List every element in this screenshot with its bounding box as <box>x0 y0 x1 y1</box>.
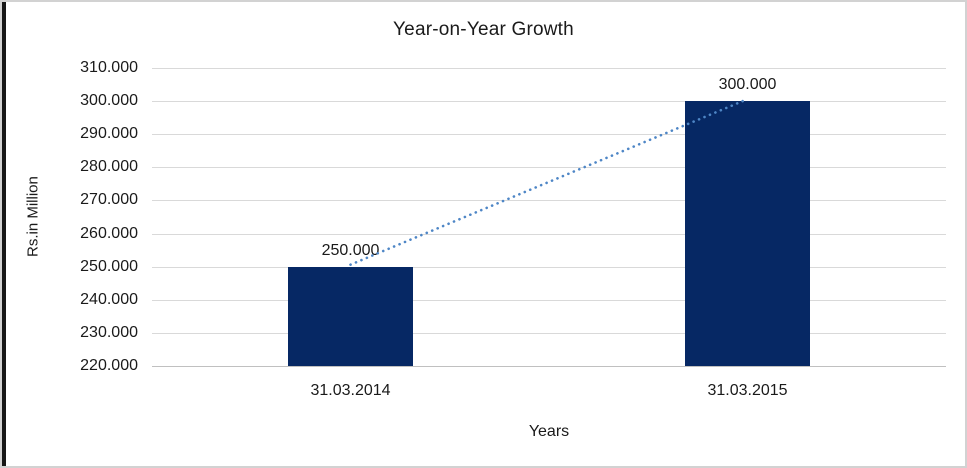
x-tick-label: 31.03.2014 <box>310 382 391 399</box>
y-tick-label: 300.000 <box>80 92 138 110</box>
y-tick-label: 230.000 <box>80 323 138 341</box>
gridline <box>152 101 946 103</box>
plot-area: 250.000 300.000 <box>152 68 946 367</box>
y-axis-tick-labels: 310.000 300.000 290.000 280.000 270.000 260.0… <box>2 59 138 374</box>
chart-title: Year-on-Year Growth <box>393 19 574 40</box>
gridline <box>152 200 946 202</box>
data-label: 300.000 <box>718 76 777 94</box>
left-edge-line <box>2 2 6 466</box>
y-tick-label: 260.000 <box>80 224 138 242</box>
gridline <box>152 167 946 169</box>
x-tick-label: 31.03.2015 <box>707 382 788 399</box>
bar <box>288 266 413 366</box>
y-tick-label: 290.000 <box>80 125 138 143</box>
x-axis-line <box>152 366 946 367</box>
y-tick-label: 280.000 <box>80 158 138 176</box>
gridline <box>152 332 946 334</box>
x-axis-tick-labels: 31.03.2014 31.03.2015 <box>152 382 946 404</box>
y-tick-label: 240.000 <box>80 290 138 308</box>
gridline <box>152 299 946 301</box>
gridline <box>152 266 946 268</box>
trendline <box>349 97 749 266</box>
gridline <box>152 233 946 235</box>
gridline <box>152 134 946 136</box>
y-tick-label: 220.000 <box>80 357 138 374</box>
y-tick-label: 270.000 <box>80 191 138 209</box>
y-tick-label: 250.000 <box>80 257 138 275</box>
data-label: 250.000 <box>321 241 380 259</box>
bar <box>685 101 810 366</box>
x-axis-title: Years <box>528 423 570 440</box>
gridline <box>152 68 946 69</box>
y-tick-label: 310.000 <box>80 59 138 76</box>
